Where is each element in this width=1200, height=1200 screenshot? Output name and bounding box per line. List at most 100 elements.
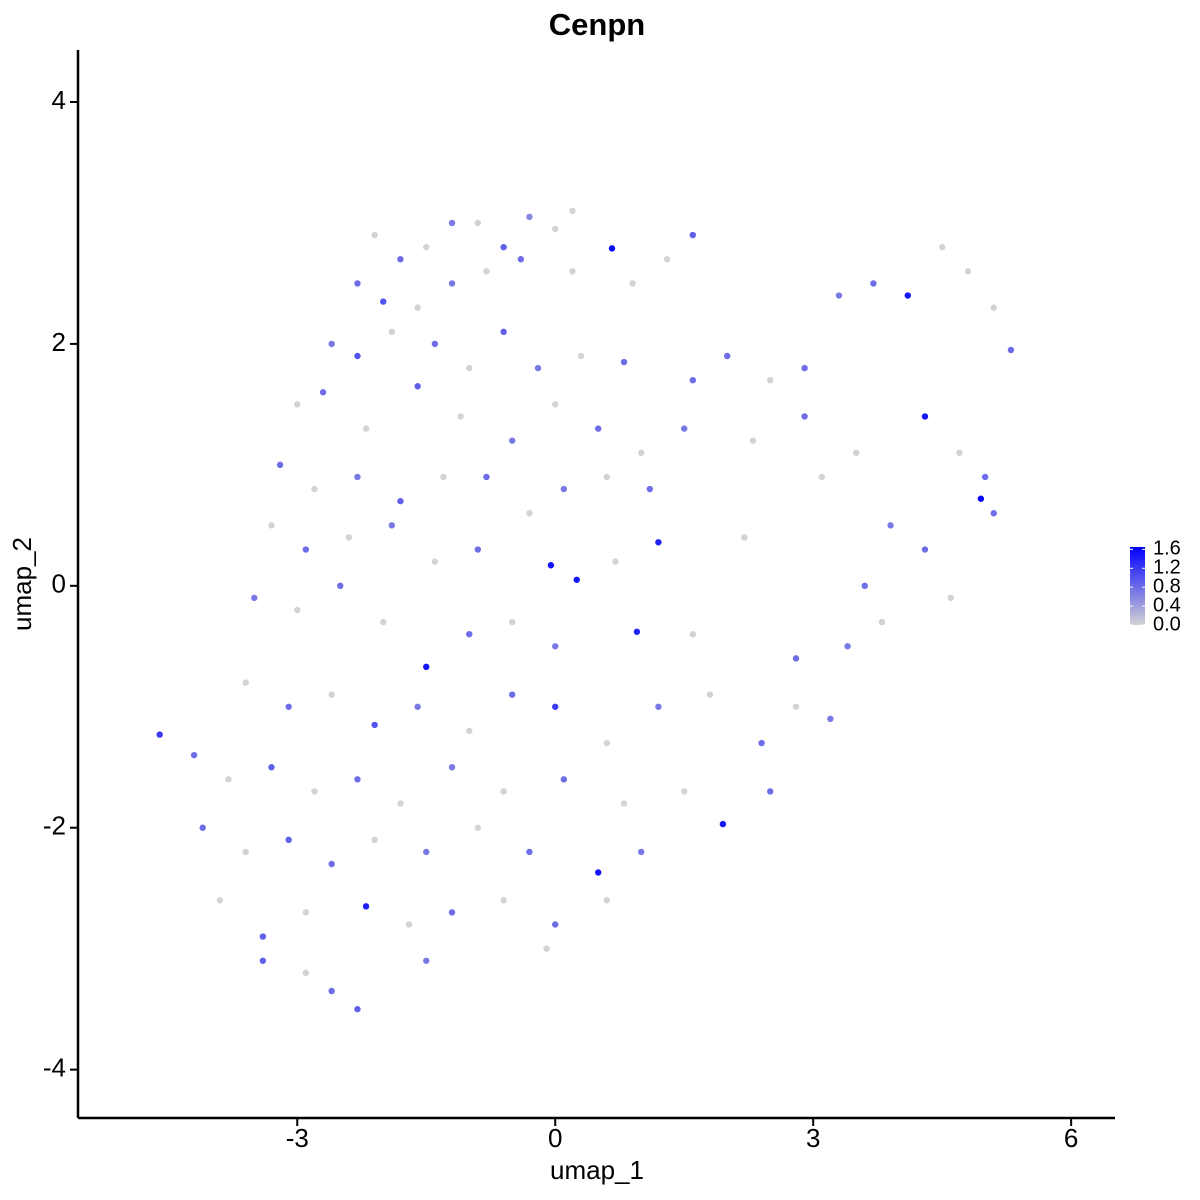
color-tick-label: 1.6 — [1153, 538, 1181, 560]
cell-point — [414, 383, 421, 390]
cell-point — [629, 280, 636, 287]
x-tick-label: -3 — [286, 1123, 309, 1153]
cell-point — [423, 243, 430, 251]
cell-point — [552, 643, 559, 650]
cell-point — [242, 679, 249, 686]
cell-point — [431, 558, 439, 565]
cell-point — [354, 473, 361, 481]
cell-point — [603, 473, 611, 481]
cell-point — [852, 449, 860, 456]
cell-point — [766, 788, 774, 795]
x-axis-label: umap_1 — [550, 1155, 644, 1185]
cell-point — [573, 576, 580, 583]
cell-point — [835, 292, 843, 299]
cell-point — [431, 340, 439, 348]
cell-point — [302, 969, 310, 977]
cell-point — [543, 945, 550, 952]
cell-point — [354, 776, 361, 783]
cell-point — [448, 764, 456, 771]
cell-point — [397, 497, 404, 505]
cell-point — [560, 776, 568, 783]
cell-point — [362, 903, 370, 910]
cell-point — [328, 340, 335, 348]
color-tick-label: 0.8 — [1153, 575, 1181, 597]
cell-point — [466, 364, 473, 372]
cell-point — [603, 739, 611, 747]
cell-point — [964, 268, 972, 275]
cell-point — [719, 820, 727, 828]
cell-point — [655, 539, 662, 546]
cell-point — [801, 413, 808, 420]
cell-point — [440, 473, 447, 481]
cell-point — [397, 256, 404, 263]
cell-point — [870, 280, 877, 287]
cell-point — [354, 352, 361, 360]
y-tick-label: 0 — [52, 569, 66, 599]
chart-title: Cenpn — [549, 7, 645, 42]
cell-point — [466, 630, 473, 638]
cell-point — [414, 304, 421, 311]
cell-point — [861, 582, 868, 590]
cell-point — [792, 655, 800, 662]
y-tick-label: 4 — [52, 85, 66, 115]
cell-point — [526, 213, 533, 221]
cell-point — [981, 473, 989, 481]
color-tick-label: 0.0 — [1153, 613, 1181, 635]
cell-point — [397, 800, 404, 807]
cell-point — [156, 731, 163, 738]
cell-point — [921, 546, 929, 553]
cell-point — [552, 921, 559, 928]
cell-point — [474, 546, 482, 553]
cell-point — [878, 618, 886, 626]
cell-point — [466, 727, 473, 735]
cell-point — [801, 364, 808, 372]
cell-point — [595, 425, 602, 432]
cell-point — [328, 860, 335, 868]
cell-point — [663, 256, 671, 263]
cell-point — [259, 957, 267, 964]
cell-point — [569, 207, 576, 215]
cell-point — [818, 473, 825, 481]
cell-point — [414, 703, 421, 710]
cell-point — [423, 957, 430, 964]
cell-point — [474, 219, 482, 227]
cell-point — [938, 243, 946, 251]
cell-point — [500, 897, 507, 904]
cell-point — [500, 243, 507, 251]
cell-point — [921, 413, 929, 420]
cell-point — [552, 225, 559, 233]
cell-point — [956, 449, 963, 456]
cell-point — [294, 401, 301, 408]
cell-point — [827, 715, 834, 723]
cell-point — [681, 788, 688, 795]
cell-point — [311, 485, 318, 493]
cell-point — [328, 691, 335, 698]
cell-point — [603, 897, 611, 904]
cell-point — [371, 231, 378, 239]
cell-point — [741, 534, 748, 541]
cell-point — [706, 691, 714, 698]
cell-point — [216, 897, 224, 904]
cell-point — [509, 618, 516, 626]
cell-point — [638, 449, 645, 456]
cell-point — [612, 558, 619, 565]
cell-point — [689, 376, 697, 384]
cell-point — [457, 413, 464, 420]
cell-point — [681, 425, 688, 432]
cell-point — [268, 764, 275, 771]
cell-point — [483, 473, 490, 481]
cell-point — [646, 485, 654, 493]
cell-point — [947, 594, 954, 602]
cell-point — [904, 292, 911, 299]
cell-point — [225, 776, 232, 783]
cell-point — [337, 582, 344, 590]
cell-point — [448, 909, 456, 916]
cell-point — [500, 328, 507, 336]
cell-point — [758, 739, 765, 747]
cell-point — [423, 848, 430, 856]
cell-point — [766, 376, 774, 384]
cell-point — [552, 703, 559, 710]
cell-point — [569, 268, 576, 275]
cell-point — [1007, 346, 1015, 354]
